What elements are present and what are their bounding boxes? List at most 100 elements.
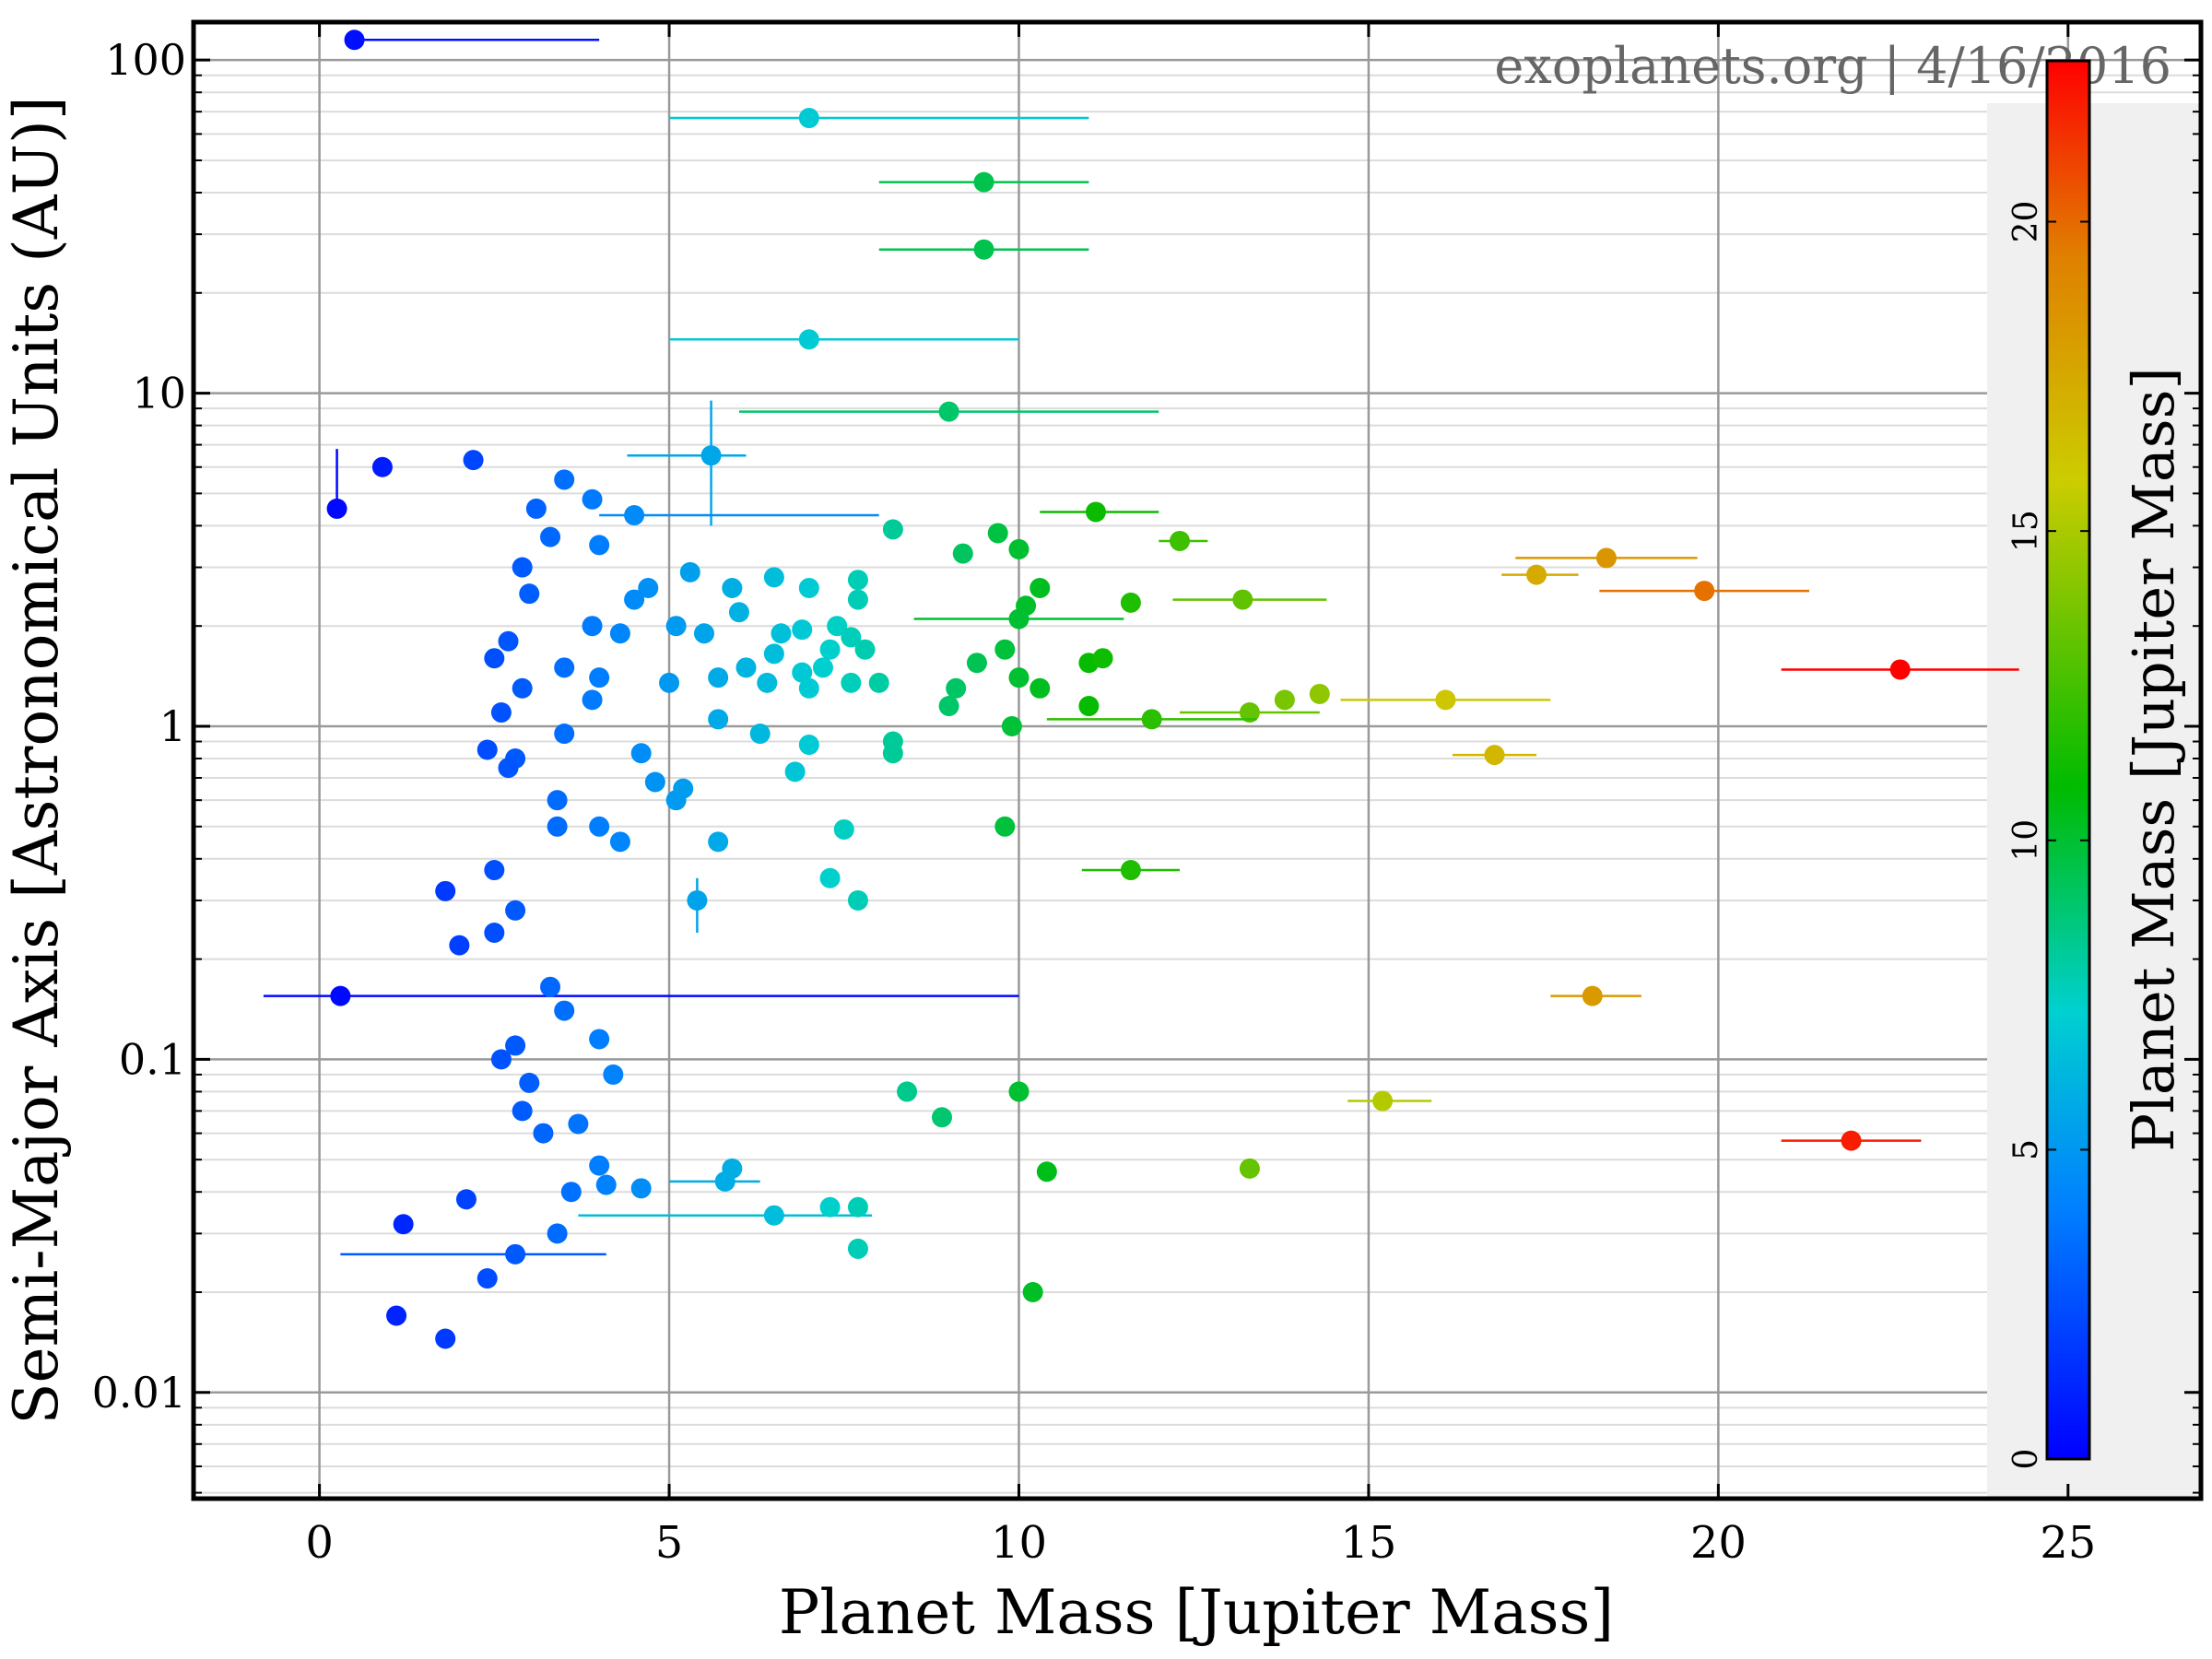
planet-point [722, 578, 743, 599]
colorbar-panel [1987, 103, 2201, 1499]
planet-marker [1435, 689, 1456, 711]
planet-point [582, 488, 603, 510]
colorbar-ticks: 0 5 10 15 20 [2007, 201, 2089, 1470]
planet-point [1550, 985, 1641, 1006]
planet-marker [1030, 677, 1051, 699]
planet-marker [841, 672, 862, 693]
planet-marker [512, 1100, 533, 1122]
planet-point [547, 1223, 568, 1244]
planet-marker [560, 1182, 582, 1203]
planet-point [578, 1205, 873, 1226]
planet-marker [484, 922, 505, 943]
planet-point [932, 1107, 953, 1128]
planet-marker [1309, 683, 1330, 704]
planet-marker [371, 456, 393, 477]
planet-marker [1484, 745, 1505, 766]
planet-marker [1036, 1161, 1057, 1182]
planet-marker [987, 523, 1008, 544]
planet-marker [735, 657, 757, 678]
planet-point [952, 543, 973, 564]
planet-marker [477, 1268, 498, 1289]
planet-marker [784, 761, 806, 782]
planet-marker [798, 578, 819, 599]
planet-point [624, 589, 645, 610]
planet-point [371, 456, 393, 477]
colorbar-tick-label: 20 [2007, 201, 2045, 243]
planet-marker [728, 602, 749, 623]
planet-marker [568, 1113, 589, 1135]
planet-point [1781, 1130, 1922, 1151]
planet-point [847, 589, 868, 610]
planet-point [1008, 667, 1030, 688]
planet-marker [966, 653, 987, 674]
planet-point [847, 570, 868, 591]
planet-point [897, 1081, 918, 1102]
planet-marker [1120, 860, 1141, 881]
planet-point [435, 880, 456, 901]
planet-point [609, 831, 630, 853]
planet-point [326, 449, 347, 519]
planet-marker [757, 672, 778, 693]
planet-marker [505, 900, 526, 921]
planet-point [847, 1238, 868, 1259]
planet-marker [505, 1243, 526, 1265]
planet-point [878, 171, 1089, 193]
planet-marker [938, 401, 959, 422]
x-tick-label: 0 [305, 1517, 334, 1569]
planet-marker [1694, 581, 1715, 602]
planet-marker [1008, 608, 1030, 629]
planet-marker [519, 583, 540, 605]
planet-marker [455, 1189, 477, 1210]
planet-marker [673, 778, 694, 799]
planet-point [784, 761, 806, 782]
x-tick-label: 25 [2040, 1517, 2096, 1569]
planet-point [589, 1155, 610, 1176]
planet-marker [1078, 696, 1100, 717]
planet-point [484, 922, 505, 943]
planet-point [547, 816, 568, 837]
planet-point [599, 505, 879, 526]
planet-point [1022, 1282, 1043, 1303]
planet-marker [792, 662, 813, 683]
planet-point [630, 743, 652, 764]
planet-marker [994, 816, 1016, 837]
planet-marker [609, 623, 630, 644]
planet-point [833, 818, 854, 840]
planet-point [1340, 689, 1551, 711]
planet-point [792, 662, 813, 683]
planet-marker [1239, 1158, 1260, 1179]
planet-marker [595, 1174, 617, 1195]
planet-point [554, 1000, 575, 1021]
planet-point [819, 639, 841, 660]
planet-marker [897, 1081, 918, 1102]
planet-marker [477, 739, 498, 760]
planet-point [722, 1158, 743, 1179]
colorbar-tick-label: 0 [2007, 1449, 2045, 1470]
planet-point [708, 709, 729, 730]
planet-marker [763, 1205, 784, 1226]
data-points [263, 29, 2019, 1349]
planet-marker [994, 639, 1016, 660]
planet-point [490, 1049, 512, 1070]
planet-marker [973, 171, 994, 193]
planet-marker [679, 561, 700, 582]
colorbar-tick-label: 5 [2007, 1139, 2045, 1160]
planet-point [882, 519, 903, 540]
planet-point [589, 816, 610, 837]
planet-point [525, 498, 547, 519]
planet-marker [708, 709, 729, 730]
planet-point [679, 561, 700, 582]
planet-marker [1085, 501, 1106, 523]
planet-point [687, 877, 708, 933]
planet-point [1159, 530, 1208, 551]
planet-marker [582, 616, 603, 637]
planet-point [512, 1100, 533, 1122]
y-tick-label: 100 [105, 35, 186, 85]
planet-point [463, 450, 484, 471]
planet-point [554, 657, 575, 678]
planet-point [533, 1123, 554, 1144]
colorbar [2045, 59, 2091, 1461]
planet-point [1515, 547, 1698, 569]
planet-marker [498, 630, 519, 652]
planet-point [547, 790, 568, 811]
